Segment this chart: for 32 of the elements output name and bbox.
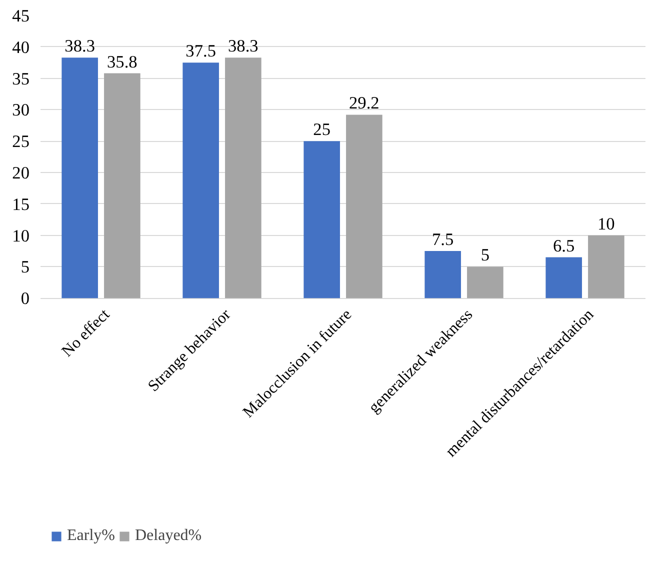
y-tick-label: 5 <box>20 258 30 277</box>
data-label: 5 <box>480 246 490 265</box>
bar <box>346 114 382 298</box>
y-tick-label: 0 <box>20 289 30 308</box>
data-label: 38.3 <box>64 36 95 56</box>
y-tick-label: 40 <box>12 38 30 57</box>
bar <box>546 257 582 298</box>
data-label: 37.5 <box>186 42 216 61</box>
bar <box>424 251 461 298</box>
data-label: 10 <box>598 214 615 234</box>
y-tick-label: 15 <box>12 194 30 214</box>
bar <box>588 235 624 298</box>
bar <box>104 73 140 298</box>
y-tick-label: 45 <box>12 6 30 26</box>
legend-label: Delayed% <box>134 527 202 545</box>
bar <box>467 266 504 298</box>
y-tick-label: 35 <box>12 69 30 88</box>
y-tick-label: 10 <box>12 226 30 246</box>
data-label: 38.3 <box>228 36 258 56</box>
data-label: 7.5 <box>432 230 454 250</box>
bar <box>62 58 98 298</box>
bar <box>304 141 340 298</box>
legend-label: Early% <box>67 527 115 545</box>
data-label: 29.2 <box>349 94 380 113</box>
bar <box>182 62 219 298</box>
y-tick-label: 25 <box>12 132 30 152</box>
data-label: 35.8 <box>107 52 138 72</box>
data-label: 25 <box>313 120 330 140</box>
y-tick-label: 20 <box>12 164 30 183</box>
y-tick-label: 30 <box>12 100 30 120</box>
data-label: 6.5 <box>552 236 575 256</box>
bar <box>225 58 262 298</box>
